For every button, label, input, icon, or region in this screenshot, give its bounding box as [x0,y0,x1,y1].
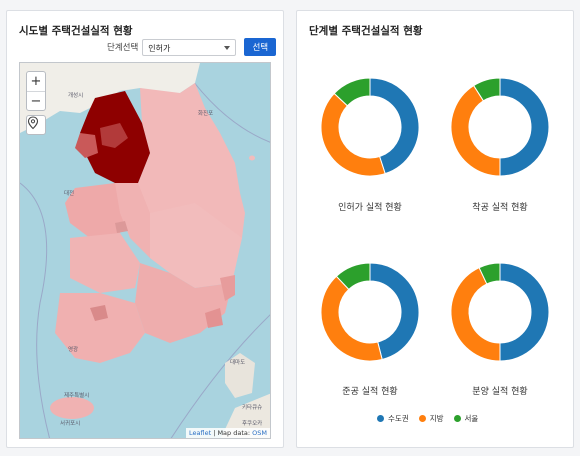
north-land [20,63,200,133]
stage-select-value: 인허가 [148,43,171,53]
chart-title-start: 착공 실적 현황 [472,203,528,213]
locate-button[interactable] [26,115,46,135]
stage-select[interactable]: 인허가 [142,38,237,56]
map-label: 개성시 [68,93,84,99]
donut-slice-지방[interactable] [450,84,501,177]
donut-slice-서울[interactable] [473,77,501,102]
donut-slice-서울[interactable] [335,262,371,291]
kyushu-land [220,393,270,438]
legend-item[interactable]: 서울 [453,413,479,424]
donut-slice-수도권[interactable] [369,77,420,175]
donut-charts [320,77,550,362]
legend-dot [453,415,461,422]
osm-link[interactable]: OSM [252,429,267,437]
region-chungnam[interactable] [65,183,130,238]
map-label: 대전 [64,191,75,197]
region-gyeongbuk[interactable] [150,203,242,288]
zoom-control: + − [26,71,46,111]
donut-slice-지방[interactable] [320,275,383,362]
region-jeonnam[interactable] [55,293,145,363]
region-incheon[interactable] [75,133,98,158]
chart-title-permit: 인허가 실적 현황 [338,203,402,213]
tsushima-island [225,353,255,398]
leaflet-link[interactable]: Leaflet [188,429,212,437]
stage-selector-row: 단계선택 인허가 선택 [107,38,277,56]
map-attribution: Leaflet | Map data: OSM [185,428,270,438]
chart-title-complete: 준공 실적 현황 [342,387,398,397]
map-label: 화진포 [198,111,214,117]
map-label: 키타큐슈 [242,405,263,411]
map-canvas [20,63,270,438]
ulleung-island [249,155,255,161]
panel-title: 단계별 주택건설실적 현황 [309,25,423,37]
region-seoul[interactable] [100,123,128,148]
chart-legend: 수도권 지방 서울 [377,413,478,424]
region-chungbuk[interactable] [115,183,150,258]
chart-title-sale: 분양 실적 현황 [472,387,528,397]
legend-item[interactable]: 수도권 [377,413,409,424]
chevron-down-icon [224,45,231,50]
region-gwangju[interactable] [90,305,108,321]
map-label: 후쿠오카 [242,421,263,427]
legend-dot [418,415,426,422]
zoom-in-button[interactable]: + [30,74,42,89]
zoom-out-button[interactable]: − [27,91,45,110]
map-label: 서귀포시 [60,421,81,427]
sea-boundary-line [170,314,270,438]
donut-slice-서울[interactable] [478,262,501,285]
donut-slice-수도권[interactable] [499,77,550,177]
map-label: 제주특별시 [64,393,90,399]
legend-label: 수도권 [388,414,409,423]
donut-slice-서울[interactable] [333,77,371,107]
region-performance-panel: 시도별 주택건설실적 현황 단계선택 인허가 선택 [6,10,284,448]
stage-performance-panel: 단계별 주택건설실적 현황 인허가 실적 현황 착공 실적 현황 준공 실적 현… [296,10,574,448]
region-daejeon[interactable] [115,221,128,233]
donut-slice-수도권[interactable] [499,262,550,362]
region-jeonbuk[interactable] [70,233,140,293]
sea-boundary-line [20,182,51,438]
choropleth-map[interactable]: 개성시 화진포 대전 영광 제주특별시 서귀포시 대마도 키타큐슈 후쿠오카 +… [19,62,271,439]
location-pin-icon [27,116,39,130]
panel-title: 시도별 주택건설실적 현황 [19,25,133,37]
donut-slice-지방[interactable] [320,92,386,177]
map-label: 영광 [68,347,79,353]
region-busan[interactable] [205,308,223,328]
map-label: 대마도 [230,360,246,366]
donut-slice-수도권[interactable] [369,262,420,361]
legend-label: 지방 [429,414,444,423]
select-button[interactable]: 선택 [244,38,277,56]
legend-dot [377,415,384,422]
legend-label: 서울 [464,414,479,423]
stage-label: 단계선택 [107,43,139,53]
legend-item[interactable]: 지방 [418,413,444,424]
region-ulsan[interactable] [220,275,235,301]
region-jeju[interactable] [50,397,94,419]
attribution-separator: | Map data: [211,429,253,437]
